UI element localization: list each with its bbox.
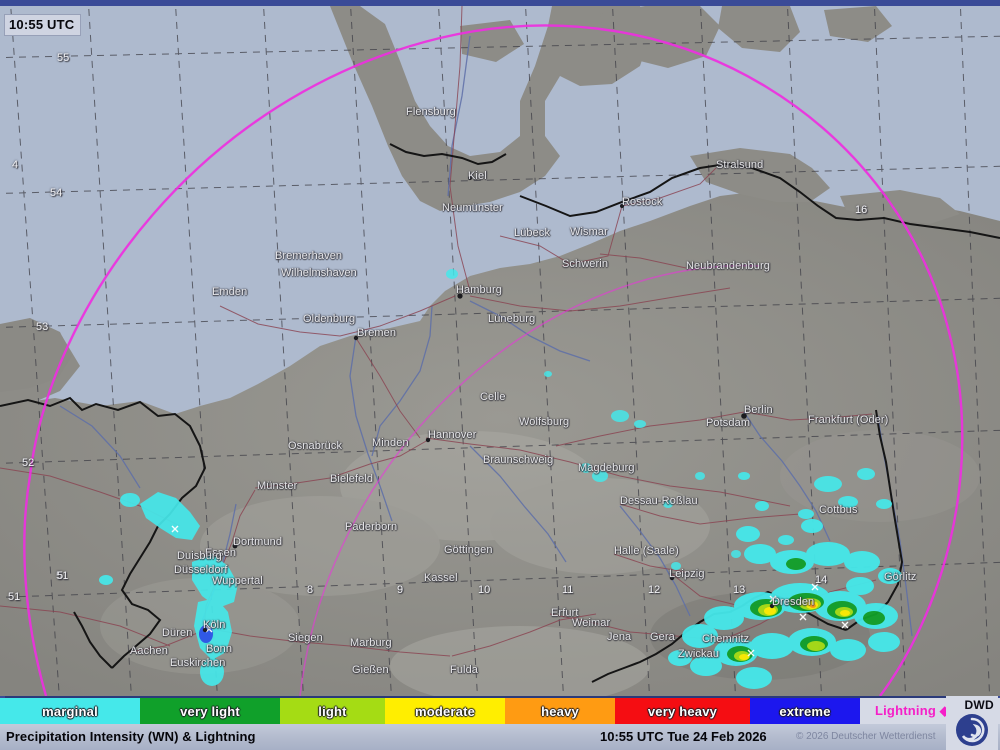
legend-item-label: extreme xyxy=(779,703,831,719)
dwd-abbr-label: DWD xyxy=(964,698,994,712)
window-frame-top xyxy=(0,0,1000,6)
legend-item-light[interactable]: light xyxy=(280,698,385,724)
copyright-notice: © 2026 Deutscher Wetterdienst xyxy=(796,731,936,742)
product-timestamp: 10:55 UTC Tue 24 Feb 2026 xyxy=(600,729,767,744)
timestamp-badge: 10:55 UTC xyxy=(4,14,82,36)
legend-item-heavy[interactable]: heavy xyxy=(505,698,615,724)
legend-item-label: light xyxy=(318,703,347,719)
intensity-legend[interactable]: marginal very light light moderate heavy very… xyxy=(0,698,1000,724)
dwd-logo xyxy=(946,696,998,750)
map-graphics xyxy=(0,6,1000,696)
legend-item-very-light[interactable]: very light xyxy=(140,698,280,724)
legend-item-extreme[interactable]: extreme xyxy=(750,698,860,724)
legend-item-label: very light xyxy=(180,703,240,719)
product-title: Precipitation Intensity (WN) & Lightning xyxy=(6,729,256,744)
legend-item-label: heavy xyxy=(541,703,579,719)
legend-item-moderate[interactable]: moderate xyxy=(385,698,505,724)
legend-item-label: Lightning ◆ xyxy=(874,703,950,718)
legend-item-very-heavy[interactable]: very heavy xyxy=(615,698,750,724)
radar-map[interactable]: 55 54 53 52 51 51 4 5 8 9 10 11 12 13 14 16 Flensburg Ki… xyxy=(0,6,1000,696)
legend-item-label: very heavy xyxy=(647,703,718,719)
dwd-spiral-icon xyxy=(946,696,998,750)
legend-item-label: marginal xyxy=(42,703,98,719)
legend-item-label: moderate xyxy=(414,703,476,719)
status-bar: Precipitation Intensity (WN) & Lightning… xyxy=(0,724,1000,750)
legend-item-marginal[interactable]: marginal xyxy=(0,698,140,724)
